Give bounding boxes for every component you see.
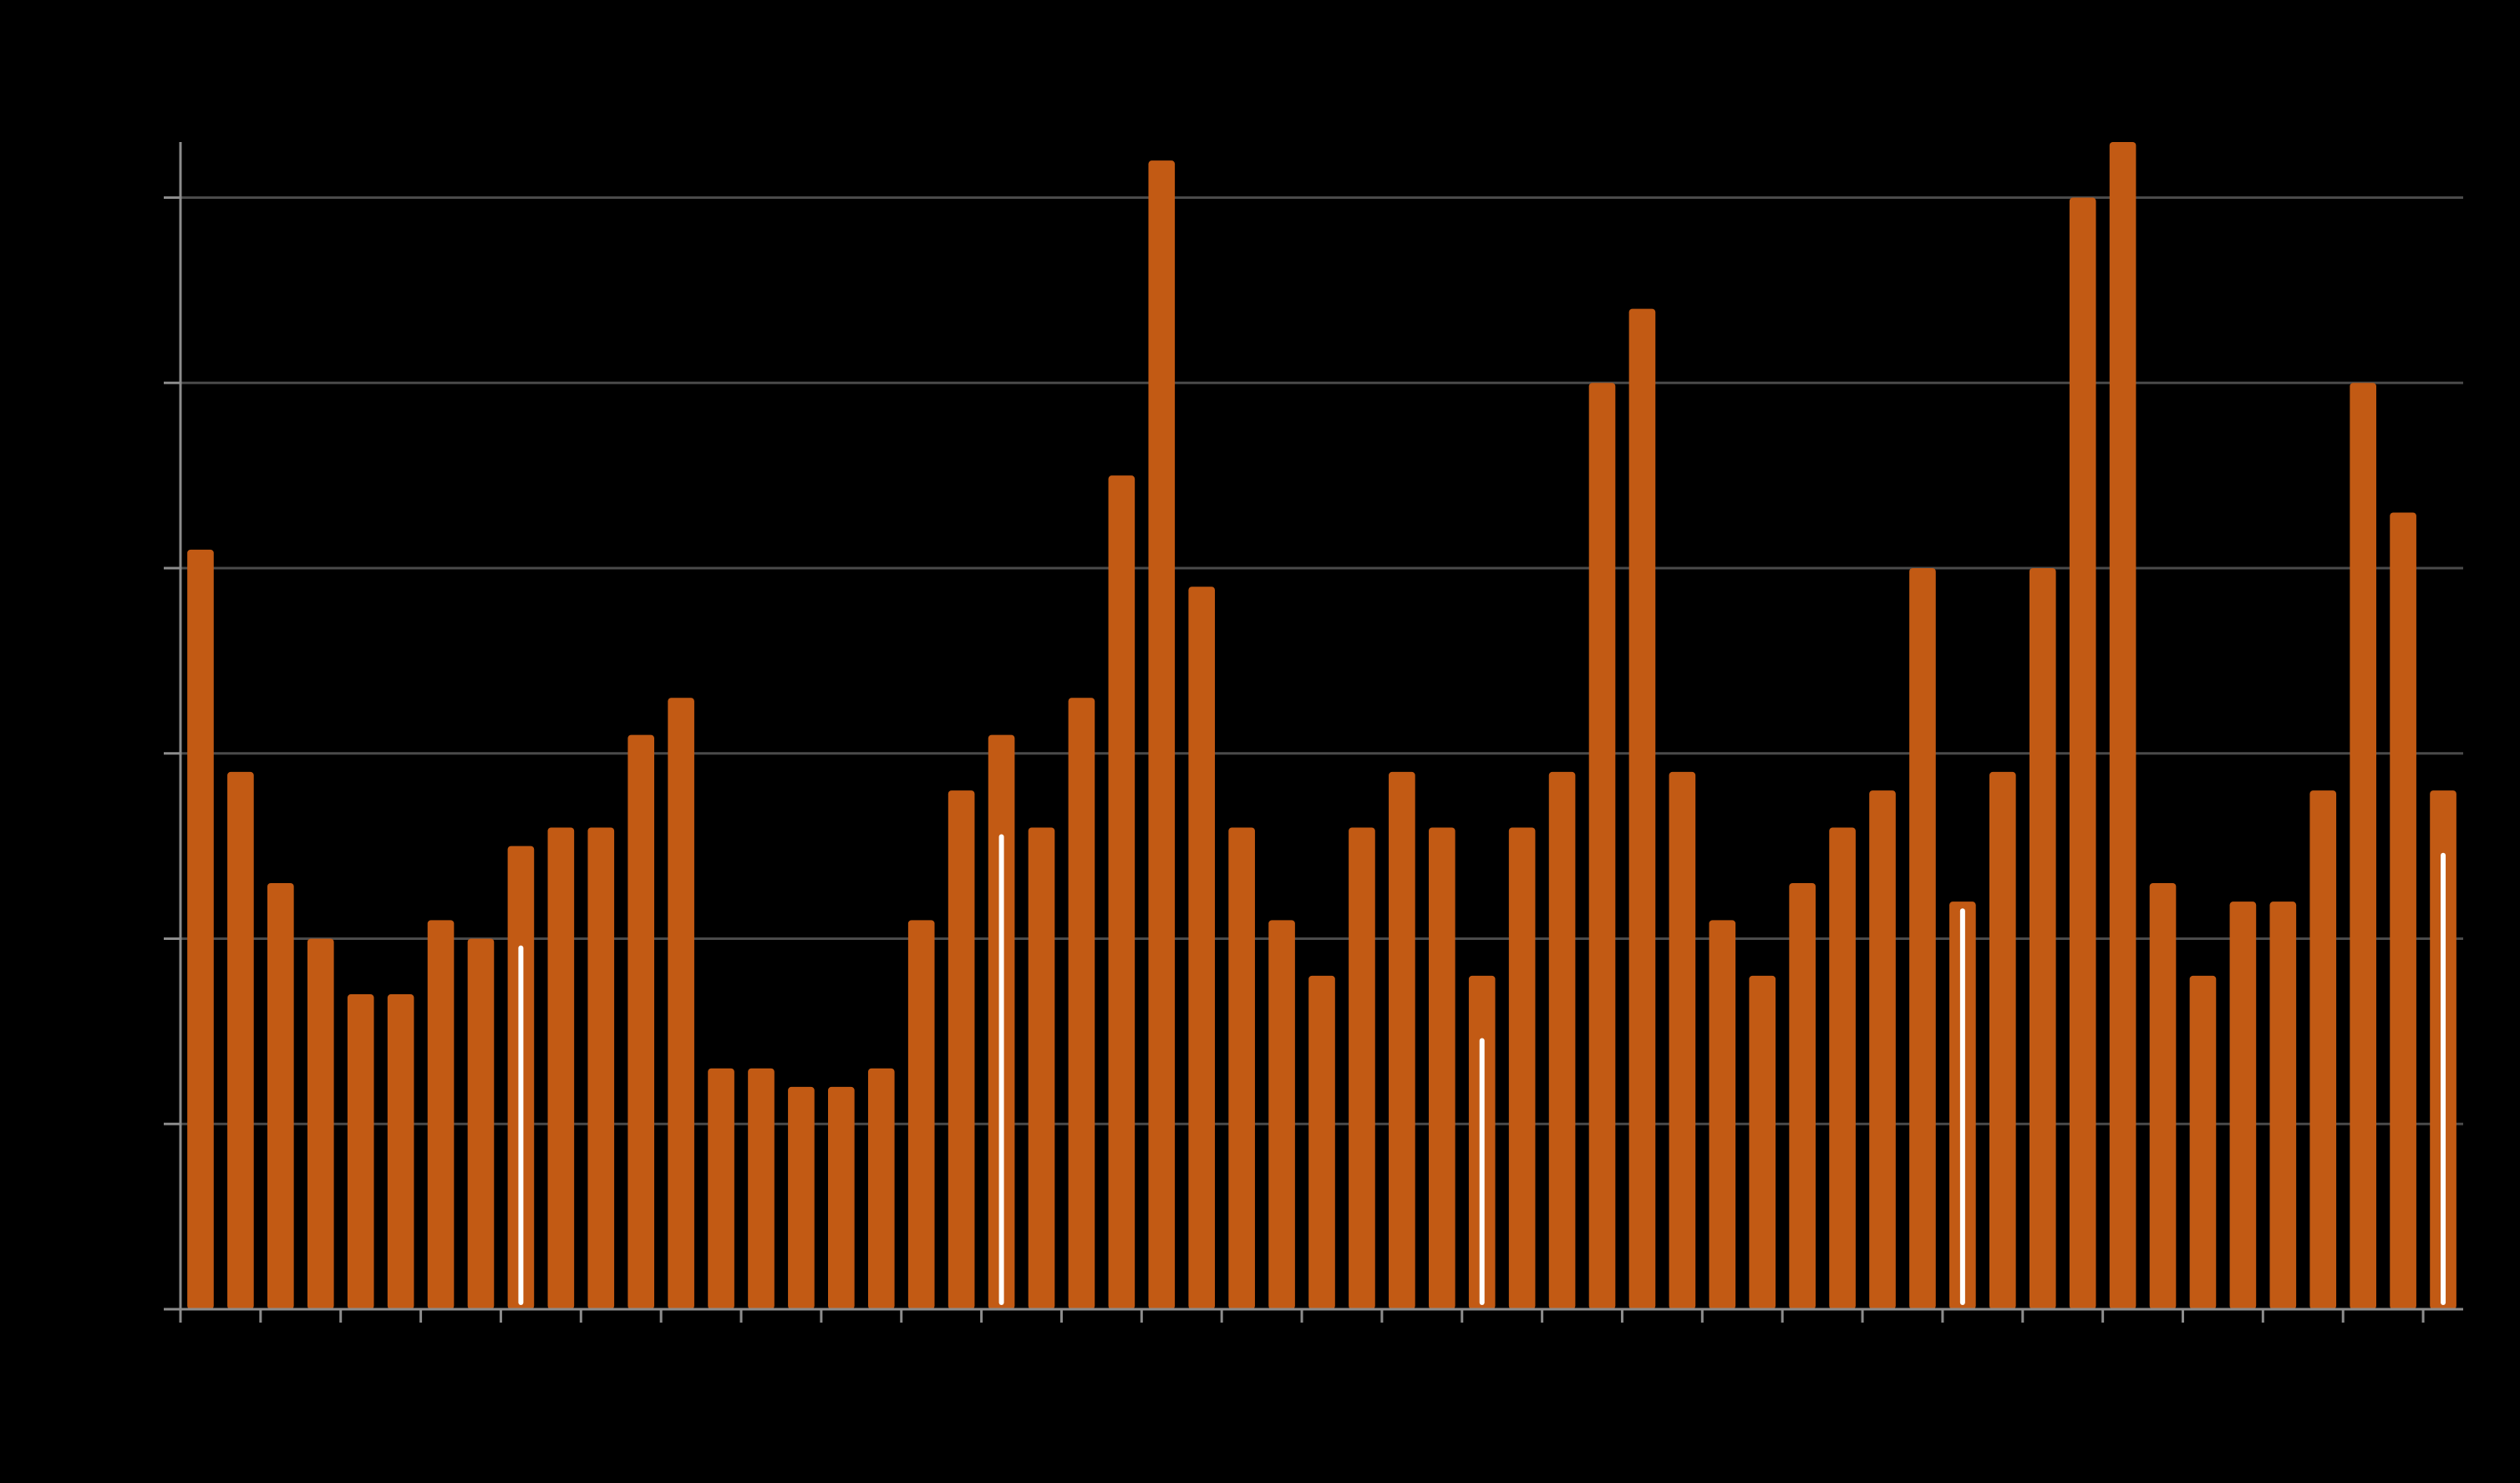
bar — [2069, 197, 2096, 1309]
bar — [1308, 975, 1335, 1309]
bar — [587, 827, 615, 1309]
bar — [627, 734, 655, 1309]
bar — [907, 920, 935, 1309]
bar — [2189, 975, 2217, 1309]
bar — [1548, 771, 1576, 1309]
bar — [547, 827, 575, 1309]
bar — [1228, 827, 1255, 1309]
bar — [2390, 512, 2416, 1309]
bar — [1789, 882, 1816, 1309]
bar — [708, 1068, 734, 1309]
bar — [1349, 827, 1375, 1309]
bar — [427, 920, 455, 1309]
bar — [788, 1086, 815, 1309]
bar — [1028, 827, 1055, 1309]
bar — [347, 994, 374, 1309]
bar — [1108, 475, 1136, 1309]
bar — [2029, 568, 2056, 1309]
bar — [2269, 901, 2297, 1309]
bar — [1989, 771, 2016, 1309]
bar — [1869, 790, 1896, 1309]
bar — [1628, 308, 1656, 1310]
bar — [467, 938, 495, 1309]
bars — [187, 142, 2456, 1310]
bar — [1749, 975, 1776, 1309]
bar — [1188, 587, 1216, 1309]
bar — [948, 790, 975, 1309]
bar — [1588, 383, 1616, 1310]
highlight-markers — [518, 834, 2446, 1305]
bar — [267, 882, 294, 1309]
bar — [1268, 920, 1295, 1309]
bar — [1508, 827, 1536, 1309]
bar — [1909, 568, 1936, 1309]
bar — [227, 771, 254, 1309]
bar — [1709, 920, 1736, 1309]
axes — [164, 142, 2463, 1323]
bar — [2309, 790, 2337, 1309]
bar — [1669, 771, 1696, 1309]
bar — [2149, 882, 2177, 1309]
bar — [1829, 827, 1856, 1309]
bar — [307, 938, 334, 1309]
bar — [867, 1068, 895, 1309]
bar — [2109, 142, 2136, 1309]
bar — [668, 698, 694, 1309]
bar — [387, 994, 414, 1309]
bar — [1428, 827, 1456, 1309]
bar — [2229, 901, 2257, 1309]
bar — [1068, 698, 1095, 1309]
bar — [1148, 160, 1176, 1310]
bar — [187, 549, 214, 1309]
bar — [748, 1068, 775, 1309]
bar — [1389, 771, 1415, 1309]
bar — [2350, 383, 2376, 1310]
bar — [828, 1086, 855, 1309]
